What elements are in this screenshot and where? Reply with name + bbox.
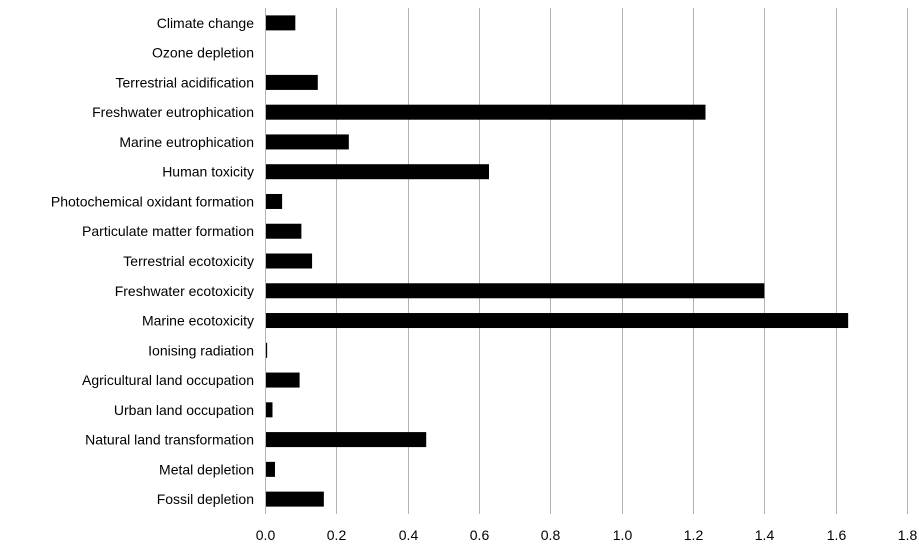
bar [265, 134, 349, 150]
category-label: Marine ecotoxicity [142, 313, 254, 329]
bar [265, 193, 283, 209]
bars [265, 15, 849, 507]
x-tick-label: 0.2 [327, 527, 347, 543]
bar [265, 253, 313, 269]
bar [265, 491, 324, 507]
category-label: Agricultural land occupation [82, 372, 254, 388]
bar [265, 164, 489, 180]
bar [265, 342, 268, 358]
category-label: Freshwater eutrophication [92, 104, 254, 120]
category-label: Ozone depletion [152, 45, 254, 61]
bar [265, 432, 427, 448]
category-label: Terrestrial acidification [116, 74, 255, 90]
bar [265, 15, 296, 31]
bar [265, 461, 275, 477]
category-label: Particulate matter formation [82, 223, 254, 239]
bar [265, 313, 849, 329]
category-label: Urban land occupation [114, 402, 254, 418]
x-tick-label: 1.6 [827, 527, 847, 543]
x-tick-label: 0.4 [399, 527, 419, 543]
bar [265, 372, 300, 388]
category-label: Natural land transformation [85, 432, 254, 448]
category-labels: Climate change Ozone depletion Terrestrial… [51, 15, 254, 507]
x-tick-label: 0.6 [470, 527, 490, 543]
bar [265, 223, 302, 239]
category-label: Freshwater ecotoxicity [115, 283, 254, 299]
x-tick-label: 1.8 [898, 527, 918, 543]
x-tick-label: 0.8 [541, 527, 561, 543]
bar [265, 74, 318, 90]
category-label: Marine eutrophication [119, 134, 254, 150]
bar [265, 283, 765, 299]
x-tick-label: 0.0 [256, 527, 276, 543]
bar [265, 104, 706, 120]
category-label: Terrestrial ecotoxicity [123, 253, 254, 269]
x-tick-label: 1.4 [755, 527, 775, 543]
x-tick-labels: 0.0 0.2 0.4 0.6 0.8 1.0 1.2 1.4 1.6 1.8 [256, 527, 918, 543]
category-label: Human toxicity [162, 164, 254, 180]
grid-lines [336, 8, 908, 514]
category-label: Fossil depletion [157, 491, 254, 507]
category-label: Climate change [157, 15, 254, 31]
x-tick-label: 1.2 [684, 527, 704, 543]
x-tick-label: 1.0 [613, 527, 633, 543]
category-label: Metal depletion [159, 461, 254, 477]
category-label: Ionising radiation [148, 342, 254, 358]
bar [265, 402, 273, 418]
category-label: Photochemical oxidant formation [51, 193, 254, 209]
